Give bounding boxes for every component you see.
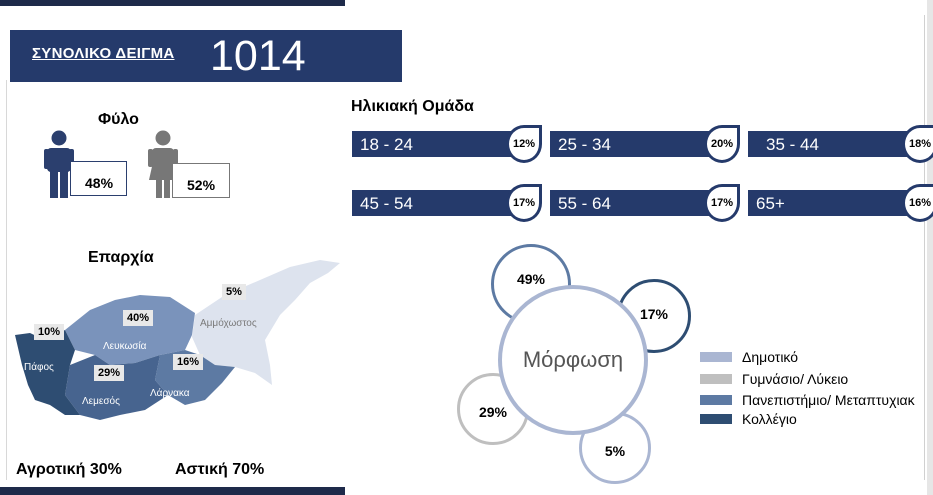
age-group-pct-bubble: 20%	[704, 125, 740, 163]
age-group-label: 45 - 54	[360, 194, 413, 213]
nicosia-label: Λευκωσία	[103, 341, 147, 352]
region-limassol	[65, 355, 168, 420]
edu-primary-circle: 5%	[579, 412, 651, 484]
legend-swatch	[700, 395, 732, 405]
age-group-18-24: 18 - 24 12%	[352, 125, 542, 163]
female-pct: 52%	[187, 177, 216, 193]
legend-label: Κολλέγιο	[742, 411, 797, 427]
age-group-pct: 17%	[710, 197, 734, 209]
male-pct: 48%	[85, 175, 114, 191]
region-nicosia	[65, 295, 195, 365]
age-group-label: 18 - 24	[360, 135, 413, 154]
legend-label: Γυμνάσιο/ Λύκειο	[742, 371, 849, 387]
nicosia-pct: 40%	[123, 310, 154, 326]
age-group-label: 65+	[756, 194, 785, 213]
cyprus-map	[15, 260, 340, 420]
age-title: Ηλικιακή Ομάδα	[351, 98, 474, 115]
edu-college-pct: 17%	[639, 306, 669, 322]
age-group-label: 55 - 64	[558, 194, 611, 213]
edu-title: Μόρφωση	[522, 347, 624, 372]
limassol-label: Λεμεσός	[82, 396, 120, 407]
right-divider	[924, 15, 925, 480]
male-pct-box: 48%	[70, 161, 127, 196]
legend-swatch	[700, 352, 732, 362]
age-group-55-64: 55 - 64 17%	[550, 184, 740, 222]
left-divider	[6, 80, 7, 480]
region-famagusta	[192, 260, 340, 385]
age-group-pct: 20%	[710, 138, 734, 150]
age-group-pct: 17%	[512, 197, 536, 209]
sample-banner: ΣΥΝΟΛΙΚΟ ΔΕΙΓΜΑ 1014	[10, 30, 402, 82]
age-group-pct-bubble: 18%	[902, 125, 933, 163]
famagusta-label: Αμμόχωστος	[200, 318, 257, 329]
gender-title: Φύλο	[98, 111, 139, 128]
age-group-35-44: 35 - 44 18%	[748, 125, 933, 163]
legend-swatch	[700, 374, 732, 384]
urban-stat: Αστική 70%	[175, 461, 265, 478]
edu-highschool-pct: 29%	[478, 404, 508, 420]
age-group-65-plus: 65+ 16%	[748, 184, 933, 222]
age-group-label: 25 - 34	[558, 135, 611, 154]
sample-label: ΣΥΝΟΛΙΚΟ ΔΕΙΓΜΑ	[32, 45, 175, 62]
age-group-pct: 16%	[908, 197, 932, 209]
age-group-45-54: 45 - 54 17%	[352, 184, 542, 222]
bottom-accent-bar	[0, 487, 345, 495]
famagusta-pct: 5%	[222, 284, 246, 300]
edu-primary-pct: 5%	[604, 443, 626, 459]
edu-center-circle: Μόρφωση	[498, 285, 648, 435]
female-icon	[148, 130, 178, 198]
age-group-pct-bubble: 17%	[704, 184, 740, 222]
larnaca-label: Λάρνακα	[150, 388, 190, 399]
district-title: Επαρχία	[88, 249, 154, 266]
age-group-25-34: 25 - 34 20%	[550, 125, 740, 163]
age-group-pct: 12%	[512, 138, 536, 150]
male-icon	[44, 130, 74, 198]
age-group-pct-bubble: 12%	[506, 125, 542, 163]
top-accent-bar	[0, 0, 345, 6]
paphos-label: Πάφος	[24, 362, 54, 373]
legend-label: Δημοτικό	[742, 349, 799, 365]
paphos-pct: 10%	[34, 324, 65, 340]
legend-swatch	[700, 414, 732, 424]
limassol-pct: 29%	[94, 365, 125, 381]
age-group-pct-bubble: 16%	[902, 184, 933, 222]
region-paphos	[15, 330, 80, 415]
rural-stat: Αγροτική 30%	[16, 461, 122, 478]
age-group-label: 35 - 44	[766, 135, 819, 154]
age-group-pct-bubble: 17%	[506, 184, 542, 222]
right-edge-bar	[927, 0, 933, 495]
age-group-pct: 18%	[908, 138, 932, 150]
edu-university-pct: 49%	[516, 271, 546, 287]
female-pct-box: 52%	[172, 163, 230, 198]
larnaca-pct: 16%	[173, 354, 204, 370]
legend-label: Πανεπιστήμιο/ Μεταπτυχιακ	[742, 392, 915, 408]
sample-value: 1014	[210, 32, 306, 80]
